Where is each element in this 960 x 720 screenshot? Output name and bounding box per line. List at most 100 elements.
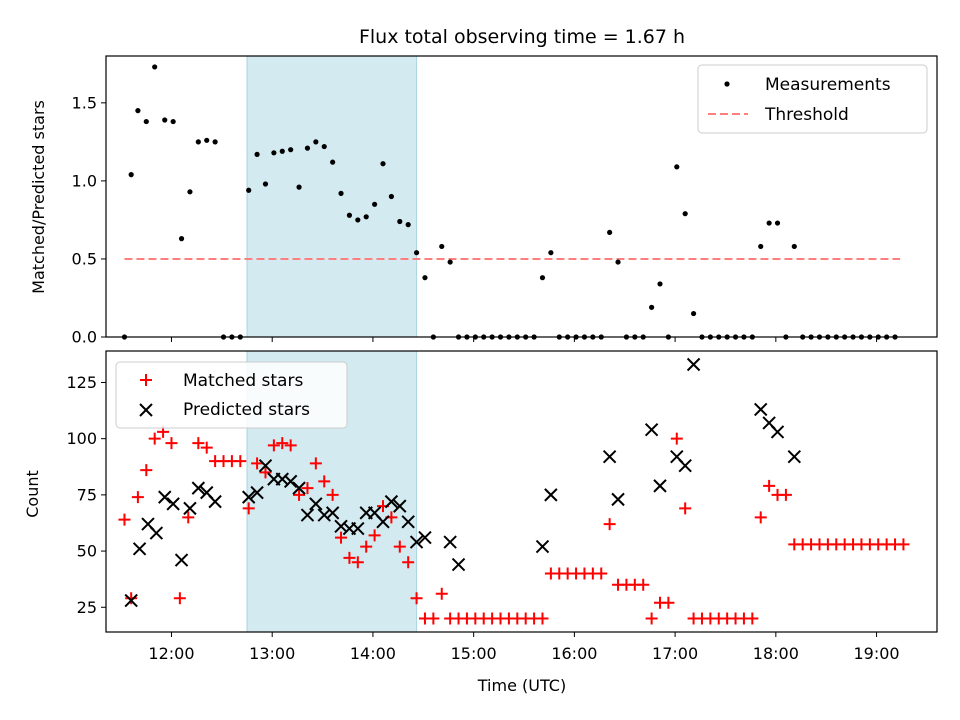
matched-star-point [318, 475, 331, 488]
predicted-star-point [770, 425, 785, 439]
y-tick-label: 50 [77, 542, 97, 561]
legend: Matched stars Predicted stars [115, 361, 348, 429]
predicted-star-point [686, 357, 701, 372]
predicted-star-point [393, 499, 407, 513]
measurement-point [279, 148, 285, 154]
matched-points [118, 425, 910, 625]
measurement-point [380, 161, 386, 167]
matched-star-point [259, 466, 272, 479]
matched-star-point [309, 457, 322, 470]
predicted-star-point [602, 449, 617, 464]
predicted-star-point [544, 488, 558, 502]
predicted-star-point [418, 530, 432, 545]
matched-star-point [536, 612, 549, 625]
matched-star-point [234, 455, 247, 468]
matched-star-point [301, 482, 314, 495]
matched-star-point [165, 437, 178, 450]
predicted-star-point [191, 481, 206, 495]
predicted-star-point [258, 458, 273, 473]
matched-star-point [402, 556, 415, 569]
measurement-point [143, 118, 149, 125]
predicted-star-point [158, 490, 172, 504]
measurement-point [321, 143, 327, 150]
predicted-star-point [149, 526, 164, 540]
y-tick-label: 0.0 [72, 328, 97, 347]
predicted-star-point [334, 519, 348, 534]
predicted-star-point [409, 535, 424, 549]
matched-star-point [435, 587, 448, 600]
matched-star-point [173, 592, 186, 605]
measurement-point [397, 218, 403, 225]
legend-marker-measurements [724, 81, 730, 87]
matched-star-point [118, 513, 131, 526]
measurement-point [152, 64, 158, 70]
axes-frame [105, 55, 938, 338]
predicted-star-point [351, 521, 365, 536]
predicted-star-point [754, 402, 768, 417]
legend-label-threshold: Threshold [764, 105, 849, 125]
x-axis-ticks [170, 337, 878, 342]
y-tick-label: 75 [77, 485, 97, 504]
measurement-point [774, 220, 781, 226]
predicted-star-point [401, 515, 415, 529]
measurement-point [346, 212, 353, 218]
matched-star-point [897, 538, 910, 551]
measurement-point [758, 243, 764, 250]
predicted-star-point [208, 494, 222, 509]
matched-star-point [427, 612, 440, 625]
y-axis-label: Matched/Predicted stars [29, 100, 48, 294]
measurement-point [422, 275, 428, 281]
matched-star-point [276, 437, 289, 450]
predicted-points [124, 357, 802, 608]
predicted-star-point [653, 479, 667, 493]
measurement-point [372, 201, 378, 207]
predicted-star-point [443, 535, 457, 549]
matched-star-point [242, 502, 255, 515]
measurement-point [615, 259, 621, 265]
measurement-point [178, 236, 185, 242]
measurement-point [674, 164, 680, 170]
panel-count: 25 50 75 100 125 12:00 13:00 14:00 15:00 16:00 17… [23, 350, 938, 695]
measurement-point [355, 217, 361, 223]
matched-star-point [670, 432, 683, 445]
predicted-star-point [174, 553, 189, 567]
measurement-point [766, 220, 772, 226]
measurement-point [548, 250, 554, 256]
axes-frame [105, 350, 938, 633]
predicted-star-point [317, 508, 331, 522]
predicted-star-point [250, 485, 264, 500]
legend-box [697, 64, 928, 134]
predicted-star-point [787, 449, 802, 464]
matched-star-point [192, 437, 205, 450]
matched-star-point [410, 592, 423, 605]
matched-star-point [754, 511, 767, 524]
measurement-point [791, 243, 797, 250]
predicted-star-point [300, 508, 315, 522]
predicted-star-point [309, 497, 323, 511]
measurement-point [170, 118, 176, 125]
matched-star-point [326, 488, 339, 501]
panel-ratio: 0.0 0.5 1.0 1.5 Matched/Predicted stars Mea… [29, 55, 938, 347]
x-tick-label: 14:00 [350, 644, 396, 663]
predicted-star-point [535, 539, 550, 554]
matched-star-point [360, 540, 373, 553]
measurement-point [204, 137, 210, 143]
matched-star-point [343, 551, 356, 564]
measurement-point [405, 222, 411, 228]
matched-star-point [779, 488, 792, 501]
predicted-star-point [325, 506, 340, 520]
y-axis-ticks: 0.0 0.5 1.0 1.5 [72, 93, 106, 347]
y-tick-label: 1.5 [72, 93, 97, 112]
y-tick-label: 100 [66, 429, 97, 448]
measurement-point [304, 145, 311, 151]
legend-label-measurements: Measurements [765, 75, 891, 95]
matched-star-point [637, 578, 650, 591]
measurement-point [135, 108, 141, 114]
measurement-point [539, 275, 546, 281]
matched-star-point [368, 529, 381, 542]
measurement-point [262, 181, 269, 187]
matched-star-point [393, 540, 406, 553]
legend-marker-matched [140, 374, 152, 386]
matched-star-point [351, 556, 364, 569]
